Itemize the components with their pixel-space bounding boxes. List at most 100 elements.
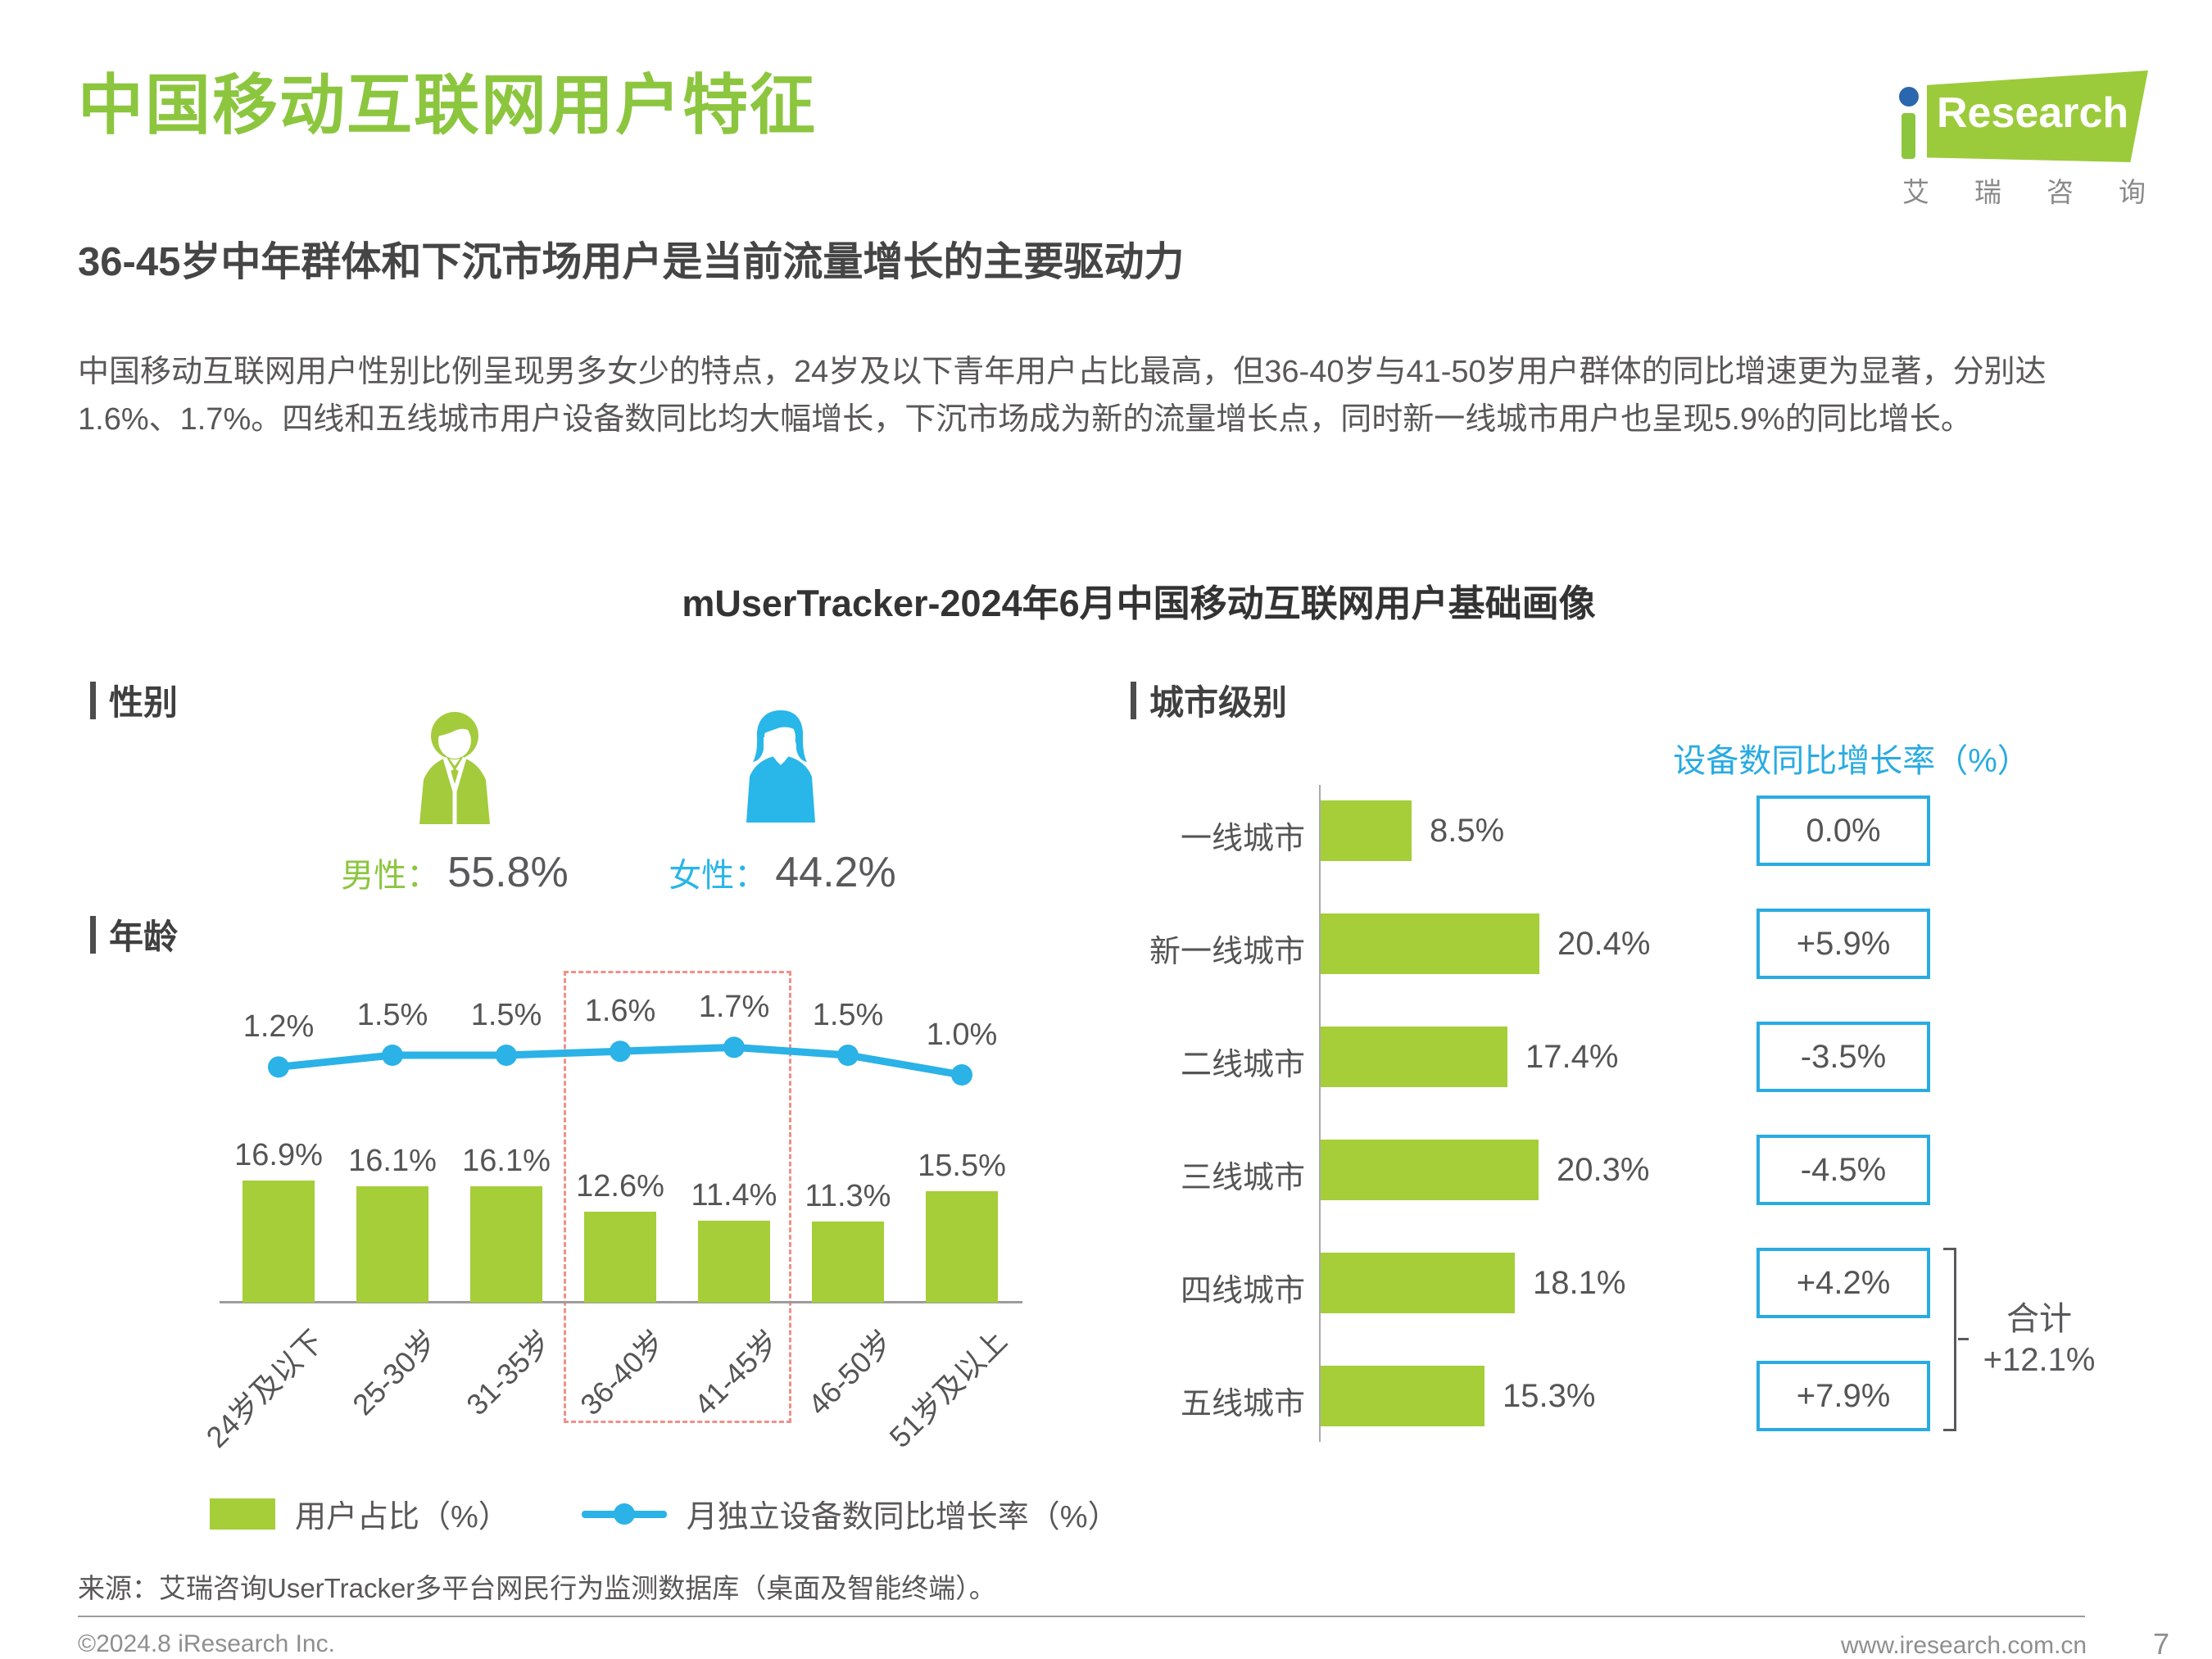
section-header-city: 城市级别 <box>1131 675 1287 725</box>
age-bar <box>812 1222 884 1303</box>
city-bar <box>1321 800 1412 861</box>
age-bar <box>698 1221 770 1303</box>
section-header-age: 年龄 <box>90 909 178 959</box>
city-row-label: 四线城市 <box>1180 1274 1305 1308</box>
legend-line-label: 月独立设备数同比增长率（%） <box>686 1500 1119 1534</box>
male-icon <box>419 712 490 824</box>
city-total-label: 合计 <box>2006 1301 2072 1337</box>
age-bar-label: 11.3% <box>805 1179 891 1213</box>
growth-rate-box: +5.9% <box>1756 909 1930 979</box>
growth-rate-box: 0.0% <box>1756 796 1930 866</box>
age-bar <box>243 1181 315 1303</box>
age-bar <box>470 1186 542 1303</box>
section-label-age: 年龄 <box>109 918 179 956</box>
city-bar-label: 20.3% <box>1557 1152 1650 1188</box>
city-total-value: +12.1% <box>1983 1342 2096 1378</box>
age-chart: 16.9% 16.1% 16.1% 12.6% 11.4% 11.3% 15.5% 1.2% 1… <box>188 950 1049 1491</box>
city-bar-label: 20.4% <box>1557 926 1651 962</box>
age-line-label: 1.5% <box>356 998 428 1032</box>
age-line-point <box>723 1036 745 1058</box>
logo-brand: Research <box>1937 89 2129 137</box>
age-bar-label: 16.9% <box>234 1138 323 1172</box>
age-growth-line <box>268 1036 972 1086</box>
legend-line-dot <box>613 1503 635 1525</box>
city-bar <box>1321 1253 1515 1313</box>
age-line-label: 1.7% <box>698 990 770 1025</box>
age-bar-label: 12.6% <box>576 1169 664 1203</box>
age-bar-label: 16.1% <box>462 1144 551 1178</box>
city-bar <box>1321 1366 1484 1426</box>
female-icon <box>746 710 815 823</box>
section-bar <box>90 915 96 954</box>
age-line-label: 1.0% <box>926 1018 998 1052</box>
footer-divider <box>78 1616 2085 1617</box>
male-share: 男性： 55.8% <box>315 848 594 897</box>
age-line-point <box>837 1045 859 1066</box>
section-label-city: 城市级别 <box>1149 683 1288 722</box>
section-header-gender: 性别 <box>90 675 178 725</box>
logo-brand-cn: 艾瑞咨询 <box>1902 177 2191 207</box>
source-note: 来源：艾瑞咨询UserTracker多平台网民行为监测数据库（桌面及智能终端）。 <box>78 1573 996 1603</box>
city-row-label: 二线城市 <box>1180 1048 1305 1082</box>
age-line-point <box>610 1040 631 1063</box>
city-bar <box>1321 913 1539 974</box>
city-bar-label: 15.3% <box>1503 1378 1596 1414</box>
city-bar-label: 17.4% <box>1525 1039 1619 1075</box>
growth-rate-box: +4.2% <box>1756 1248 1930 1318</box>
page-title: 中国移动互联网用户特征 <box>78 69 817 142</box>
section-bar <box>90 681 96 719</box>
female-share: 女性： 44.2% <box>643 848 922 897</box>
city-row-label: 五线城市 <box>1180 1387 1305 1421</box>
highlight-box <box>564 971 791 1423</box>
city-bar <box>1321 1140 1539 1200</box>
growth-rate-box: +7.9% <box>1756 1361 1930 1431</box>
footer-website: www.iresearch.com.cn <box>1841 1632 2087 1659</box>
age-line-point <box>951 1064 972 1086</box>
chart-title: mUserTracker-2024年6月中国移动互联网用户基础画像 <box>682 582 1596 624</box>
male-label: 男性： <box>341 858 440 894</box>
city-bar-label: 18.1% <box>1533 1265 1626 1301</box>
age-bar-label: 11.4% <box>691 1178 777 1213</box>
male-value: 55.8% <box>447 849 569 896</box>
female-label: 女性： <box>669 858 768 894</box>
legend-line-icon <box>581 1498 667 1530</box>
city-row-label: 新一线城市 <box>1149 935 1305 969</box>
age-line-point <box>382 1045 403 1066</box>
age-line-label: 1.2% <box>243 1009 315 1045</box>
age-bar <box>926 1191 998 1303</box>
age-bar <box>584 1212 656 1303</box>
legend-bar-swatch <box>210 1498 275 1530</box>
legend-bar-label: 用户占比（%） <box>295 1500 510 1534</box>
footer-copyright: ©2024.8 iResearch Inc. <box>78 1630 335 1657</box>
city-total: 合计 +12.1% <box>1974 1299 2105 1380</box>
section-label-gender: 性别 <box>109 683 179 722</box>
city-bar-label: 8.5% <box>1430 813 1505 849</box>
city-row-label: 一线城市 <box>1180 822 1305 856</box>
age-bar-label: 16.1% <box>348 1144 437 1178</box>
female-value: 44.2% <box>775 849 896 896</box>
age-bar <box>356 1186 428 1303</box>
total-bracket-tick <box>1958 1338 1969 1340</box>
logo-plate <box>1927 70 2148 162</box>
city-y-axis <box>1319 785 1321 1442</box>
total-bracket <box>1943 1248 1956 1431</box>
growth-rate-box: -4.5% <box>1756 1135 1930 1205</box>
page-subtitle: 36-45岁中年群体和下沉市场用户是当前流量增长的主要驱动力 <box>78 240 1185 284</box>
age-line-label: 1.6% <box>584 994 656 1029</box>
age-line-point <box>268 1056 289 1078</box>
growth-rate-box: -3.5% <box>1756 1022 1930 1092</box>
iresearch-logo: Research 艾瑞咨询 <box>1884 46 2163 207</box>
city-tier-chart: 合计 +12.1% 一线城市 8.5% 0.0% 新一线城市 20.4% +5.9% 二线城… <box>1143 762 2208 1483</box>
growth-rate-header: 设备数同比增长率（%） <box>1673 743 2030 779</box>
age-bar-label: 15.5% <box>918 1149 1006 1183</box>
logo-i-stem-icon <box>1902 113 1915 159</box>
section-bar <box>1131 681 1136 719</box>
summary-paragraph: 中国移动互联网用户性别比例呈现男多女少的特点，24岁及以下青年用户占比最高，但3… <box>78 355 2047 437</box>
age-line-label: 1.5% <box>812 998 884 1032</box>
age-chart-legend: 用户占比（%） 月独立设备数同比增长率（%） <box>210 1491 1119 1536</box>
logo-i-dot-icon <box>1899 87 1919 107</box>
age-line-point <box>496 1045 517 1066</box>
age-line-label: 1.5% <box>470 998 542 1032</box>
city-row-label: 三线城市 <box>1180 1161 1305 1195</box>
